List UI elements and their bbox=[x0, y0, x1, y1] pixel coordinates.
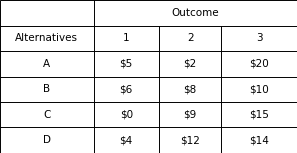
Text: $9: $9 bbox=[184, 110, 197, 120]
Text: $12: $12 bbox=[180, 135, 200, 145]
Text: $0: $0 bbox=[120, 110, 133, 120]
Text: D: D bbox=[43, 135, 51, 145]
Text: 3: 3 bbox=[256, 33, 263, 43]
Text: $5: $5 bbox=[120, 59, 133, 69]
Text: 2: 2 bbox=[187, 33, 193, 43]
Text: $8: $8 bbox=[184, 84, 197, 94]
Text: $2: $2 bbox=[184, 59, 197, 69]
Text: $10: $10 bbox=[249, 84, 269, 94]
Text: A: A bbox=[43, 59, 50, 69]
Text: $6: $6 bbox=[120, 84, 133, 94]
Text: $4: $4 bbox=[120, 135, 133, 145]
Text: Outcome: Outcome bbox=[171, 8, 219, 18]
Text: $15: $15 bbox=[249, 110, 269, 120]
Text: B: B bbox=[43, 84, 50, 94]
Text: Alternatives: Alternatives bbox=[15, 33, 78, 43]
Text: $14: $14 bbox=[249, 135, 269, 145]
Text: C: C bbox=[43, 110, 50, 120]
Text: 1: 1 bbox=[123, 33, 129, 43]
Text: $20: $20 bbox=[249, 59, 269, 69]
